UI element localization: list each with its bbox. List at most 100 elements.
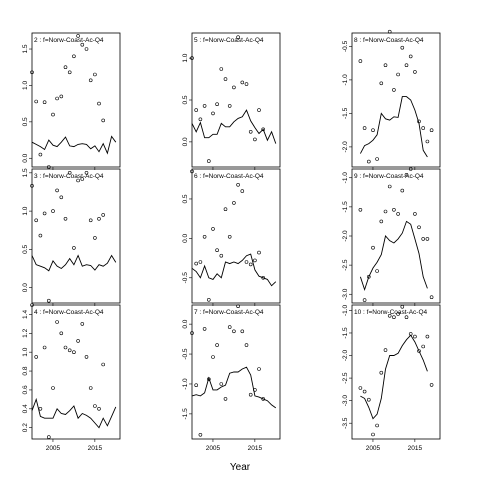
observed-point — [379, 81, 384, 86]
observed-point — [387, 313, 392, 318]
panel-frame — [31, 168, 121, 304]
observed-point — [379, 219, 384, 224]
observed-point — [76, 34, 80, 38]
observed-point — [101, 362, 105, 367]
observed-point — [51, 386, 55, 390]
observed-point — [379, 370, 384, 375]
observed-point — [240, 189, 245, 193]
observed-point — [67, 171, 72, 175]
observed-point — [408, 332, 413, 336]
y-tick-label: 0.5 — [22, 117, 29, 126]
observed-point — [244, 82, 249, 86]
y-tick-label: 1.2 — [22, 328, 29, 337]
y-tick-label: -1.5 — [342, 107, 349, 119]
observed-point — [76, 178, 80, 183]
observed-point — [93, 404, 97, 408]
observed-point — [371, 432, 375, 437]
y-tick-label: 1.0 — [22, 81, 29, 90]
y-tick-label: 1.0 — [22, 347, 29, 356]
y-tick-label: 0.0 — [182, 233, 189, 242]
panel-title: 7 : f=Norw-Coast-Ac-Q4 — [194, 309, 264, 316]
y-tick-label: -1.5 — [342, 327, 349, 339]
x-tick-label: 2005 — [206, 445, 221, 452]
observed-point — [190, 331, 194, 335]
observed-point — [80, 322, 85, 326]
observed-point — [84, 355, 89, 359]
observed-point — [253, 258, 257, 263]
observed-point — [219, 253, 224, 258]
observed-point — [46, 165, 51, 169]
fitted-line — [191, 253, 277, 287]
x-tick-label: 2015 — [88, 445, 103, 452]
observed-point — [63, 345, 68, 350]
observed-point — [375, 423, 379, 428]
observed-point — [404, 315, 409, 320]
panel-3: 8 : f=Norw-Coast-Ac-Q4 -2.0 -1.5 -1.0 -0.5 — [342, 29, 441, 170]
observed-point — [253, 388, 257, 392]
y-tick-label: -0.5 — [182, 348, 189, 360]
observed-point — [211, 227, 215, 231]
observed-point — [400, 45, 405, 50]
panel-title: 6 : f=Norw-Coast-Ac-Q4 — [194, 173, 264, 180]
observed-point — [400, 188, 405, 193]
fitted-line — [360, 96, 428, 158]
observed-point — [207, 377, 211, 382]
y-tick-label: -1.0 — [342, 172, 349, 184]
observed-point — [417, 349, 421, 353]
observed-point — [190, 56, 194, 60]
y-tick-label: -1.0 — [342, 304, 349, 316]
observed-point — [429, 128, 434, 132]
observed-point — [72, 246, 76, 250]
observed-point — [232, 85, 236, 90]
panel-frame — [351, 304, 441, 440]
observed-point — [232, 201, 236, 205]
panel-frame — [31, 304, 121, 440]
observed-point — [211, 355, 215, 359]
observed-point — [421, 237, 426, 241]
observed-point — [236, 35, 240, 40]
observed-point — [366, 159, 371, 164]
observed-point — [51, 209, 55, 213]
y-tick-label: -1.0 — [182, 378, 189, 390]
observed-point — [227, 325, 232, 329]
panel-4: 3 : f=Norw-Coast-Ac-Q4 0.0 0.5 1.0 1.5 — [22, 168, 121, 306]
observed-point — [257, 250, 261, 255]
observed-point — [30, 70, 34, 75]
observed-point — [375, 157, 379, 161]
observed-point — [34, 99, 39, 104]
observed-point — [396, 312, 400, 316]
y-tick-label: 1.0 — [182, 53, 189, 62]
observed-point — [30, 303, 34, 307]
y-tick-label: 0.5 — [22, 245, 29, 254]
observed-point — [34, 355, 39, 359]
panel-2: 5 : f=Norw-Coast-Ac-Q4 0.0 0.5 1.0 — [182, 32, 281, 170]
observed-point — [421, 344, 426, 349]
panel-title: 10 : f=Norw-Coast-Ac-Q4 — [354, 309, 428, 316]
observed-point — [215, 343, 219, 347]
observed-point — [46, 435, 51, 439]
panel-title: 9 : f=Norw-Coast-Ac-Q4 — [354, 173, 424, 180]
observed-point — [80, 42, 85, 47]
observed-point — [429, 383, 434, 387]
observed-point — [93, 236, 97, 240]
observed-point — [211, 111, 215, 116]
observed-point — [46, 298, 51, 303]
observed-point — [244, 260, 249, 264]
observed-point — [93, 72, 97, 77]
observed-point — [59, 94, 64, 99]
panel-7: 4 : f=Norw-Coast-Ac-Q4 0.2 0.4 0.6 0.8 1.0 1.2… — [22, 303, 121, 452]
y-tick-label: 0.0 — [182, 319, 189, 328]
y-tick-label: 0.2 — [22, 423, 29, 432]
panel-title: 5 : f=Norw-Coast-Ac-Q4 — [194, 37, 264, 44]
observed-point — [413, 334, 417, 339]
y-tick-label: -3.0 — [342, 395, 349, 407]
observed-point — [72, 350, 76, 355]
observed-point — [38, 233, 43, 238]
observed-point — [67, 70, 72, 75]
panel-5: 6 : f=Norw-Coast-Ac-Q4 -0.5 0.0 0.5 — [182, 168, 281, 306]
observed-point — [366, 274, 371, 279]
observed-point — [76, 339, 80, 343]
panel-title: 4 : f=Norw-Coast-Ac-Q4 — [34, 309, 104, 316]
observed-point — [404, 63, 409, 67]
